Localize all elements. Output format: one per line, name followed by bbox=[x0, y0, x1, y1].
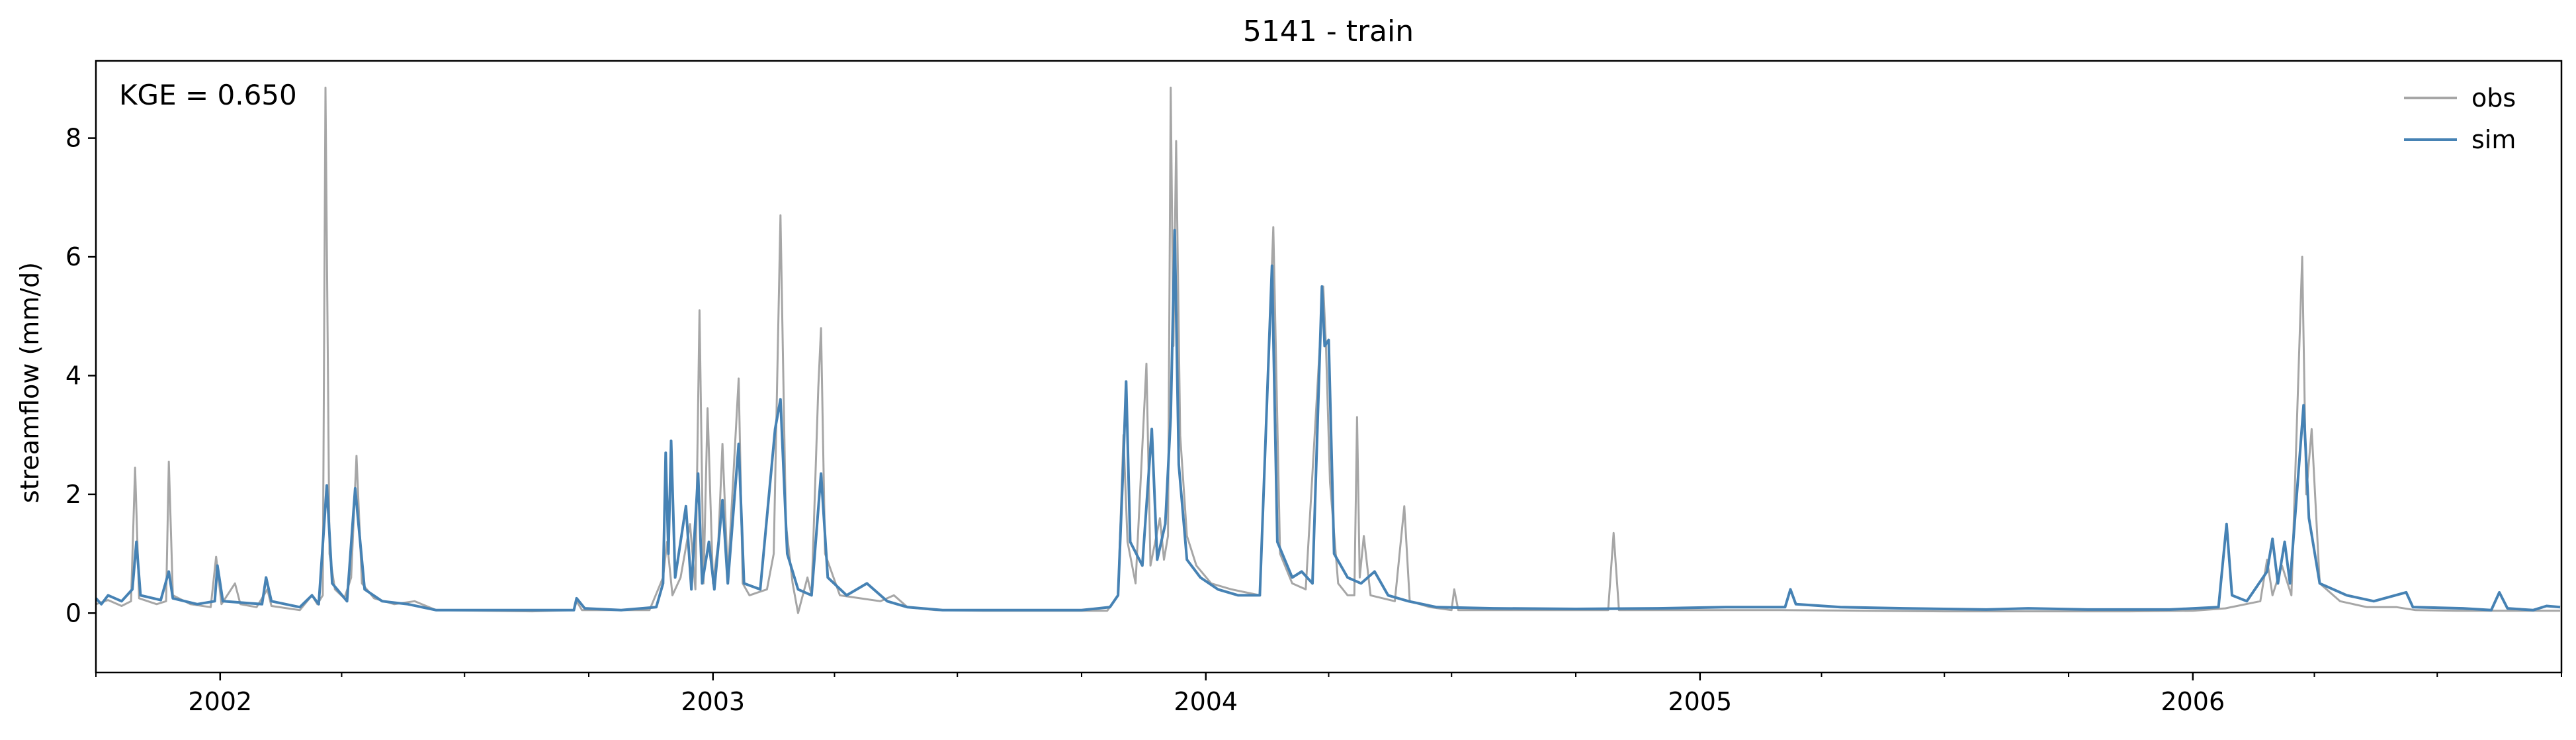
y-tick-label: 8 bbox=[65, 124, 81, 153]
y-tick-label: 4 bbox=[65, 361, 81, 390]
x-tick-label: 2005 bbox=[1668, 687, 1732, 716]
chart-title: 5141 - train bbox=[1243, 15, 1414, 48]
plot-series bbox=[95, 86, 2561, 614]
x-tick-label: 2002 bbox=[188, 687, 252, 716]
legend: obs sim bbox=[2404, 83, 2516, 154]
y-tick-label: 0 bbox=[65, 598, 81, 627]
y-tick-label: 6 bbox=[65, 242, 81, 271]
legend-sim-label: sim bbox=[2471, 125, 2516, 154]
legend-obs-label: obs bbox=[2471, 83, 2516, 113]
axis-ticks: 0 2 4 6 8 2002 2003 2004 2005 2006 bbox=[65, 124, 2562, 716]
x-tick-label: 2006 bbox=[2161, 687, 2225, 716]
x-tick-label: 2003 bbox=[681, 687, 745, 716]
series-line-sim bbox=[95, 228, 2561, 612]
y-tick-label: 2 bbox=[65, 480, 81, 509]
x-tick-label: 2004 bbox=[1174, 687, 1238, 716]
y-axis-label: streamflow (mm/d) bbox=[15, 262, 44, 503]
plot-frame bbox=[95, 60, 2563, 674]
kge-annotation: KGE = 0.650 bbox=[119, 79, 297, 111]
